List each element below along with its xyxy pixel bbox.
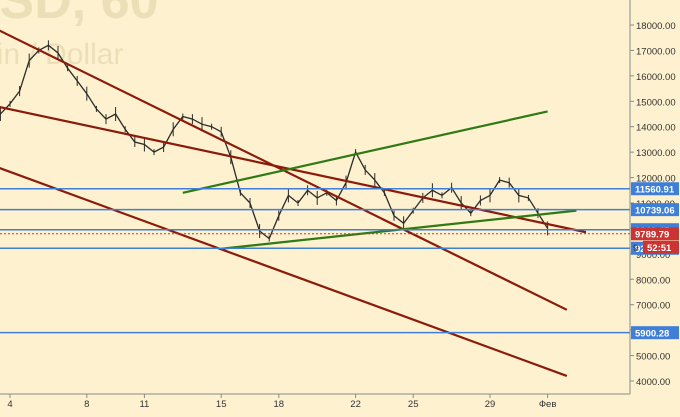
y-tick-label: 16000.00 [636, 72, 676, 83]
y-tick-label: 7000.00 [636, 301, 670, 312]
red-channel-line [0, 167, 568, 377]
red-channel-line [0, 29, 568, 311]
x-tick-label: 4 [7, 399, 12, 410]
level-tag [631, 203, 679, 217]
level-tag-label: 10739.06 [635, 205, 675, 216]
x-tick-label: 8 [84, 399, 89, 410]
red-channel-lines [0, 29, 587, 377]
y-tick-label: 14000.00 [636, 123, 676, 134]
y-tick-label: 18000.00 [636, 21, 676, 32]
y-tick-label: 15000.00 [636, 97, 676, 108]
y-tick-label: 9000.00 [636, 250, 670, 261]
green-trend-lines [182, 110, 577, 250]
watermark-symbol: USD, 60 [0, 0, 159, 30]
level-tag [631, 326, 679, 340]
green-trend-line [182, 110, 548, 194]
x-tick-label: 25 [408, 399, 419, 410]
y-tick-label: 13000.00 [636, 148, 676, 159]
price-path [0, 44, 549, 240]
y-tick-label: 8000.00 [636, 275, 670, 286]
x-tick-label: 18 [274, 399, 285, 410]
watermark: USD, 60 Bitcoin / Dollar [0, 0, 159, 71]
partial-tick-label: 9 [633, 243, 638, 254]
y-tick-label: 4000.00 [636, 377, 670, 388]
level-tag [631, 182, 679, 196]
timer-label: 52:51 [647, 243, 672, 254]
x-tick-label: 29 [485, 399, 496, 410]
y-tick-label: 5000.00 [636, 352, 670, 363]
blue-level-lines [0, 187, 630, 334]
timer-tag [643, 240, 679, 254]
current-price-tag [631, 227, 679, 241]
y-tick-label: 17000.00 [636, 46, 676, 57]
y-tick-label: 12000.00 [636, 174, 676, 185]
x-tick-label: 22 [350, 399, 361, 410]
x-tick-label: 15 [216, 399, 227, 410]
x-tick-label: 11 [139, 399, 149, 410]
watermark-name: Bitcoin / Dollar [0, 38, 123, 71]
level-tag-label: 5900.28 [635, 328, 669, 339]
current-price-label: 9789.79 [635, 230, 669, 241]
level-tag-label: 11560.91 [635, 185, 675, 196]
x-tick-label: Фев [539, 399, 557, 410]
price-tags: 11560.9110739.069949.459219.465900.28978… [631, 182, 679, 339]
